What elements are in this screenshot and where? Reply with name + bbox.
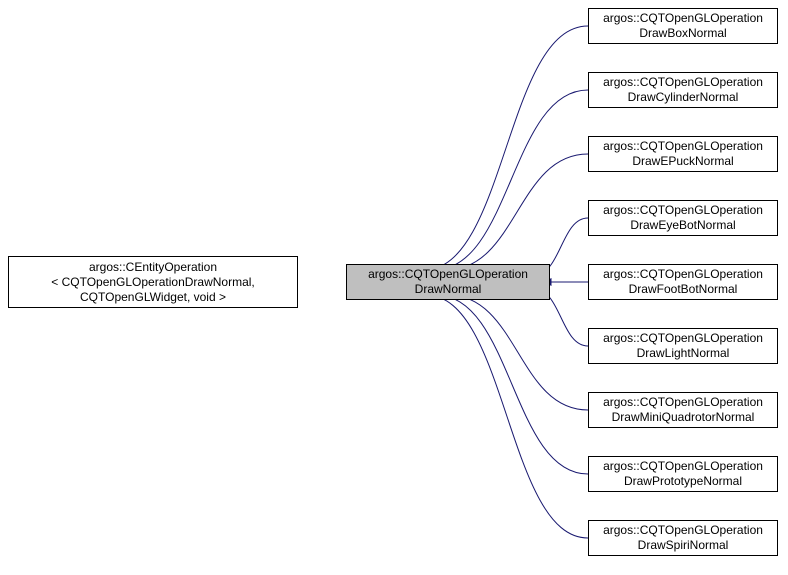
node-label-line: CQTOpenGLWidget, void >: [80, 290, 226, 305]
edge-box-to-center: [424, 26, 588, 270]
node-label-line: argos::CQTOpenGLOperation: [368, 267, 528, 282]
node-spiri: argos::CQTOpenGLOperationDrawSpiriNormal: [588, 520, 778, 556]
node-label-line: < CQTOpenGLOperationDrawNormal,: [51, 275, 255, 290]
node-label-line: DrawLightNormal: [637, 346, 730, 361]
edge-spiri-to-center: [426, 295, 588, 538]
node-label-line: argos::CQTOpenGLOperation: [603, 139, 763, 154]
node-eyebot: argos::CQTOpenGLOperationDrawEyeBotNorma…: [588, 200, 778, 236]
node-label-line: argos::CQTOpenGLOperation: [603, 523, 763, 538]
node-label-line: argos::CQTOpenGLOperation: [603, 331, 763, 346]
node-label-line: DrawBoxNormal: [639, 26, 726, 41]
node-box: argos::CQTOpenGLOperationDrawBoxNormal: [588, 8, 778, 44]
node-proto: argos::CQTOpenGLOperationDrawPrototypeNo…: [588, 456, 778, 492]
edge-epuck-to-center: [446, 154, 588, 270]
edge-miniquad-to-center: [448, 295, 588, 410]
edge-proto-to-center: [436, 295, 588, 474]
node-label-line: DrawFootBotNormal: [629, 282, 738, 297]
node-label-line: argos::CQTOpenGLOperation: [603, 459, 763, 474]
node-light: argos::CQTOpenGLOperationDrawLightNormal: [588, 328, 778, 364]
node-label-line: argos::CQTOpenGLOperation: [603, 11, 763, 26]
node-label-line: DrawEPuckNormal: [632, 154, 733, 169]
node-label-line: DrawNormal: [415, 282, 482, 297]
node-label-line: argos::CQTOpenGLOperation: [603, 75, 763, 90]
node-label-line: argos::CEntityOperation: [89, 260, 217, 275]
node-label-line: argos::CQTOpenGLOperation: [603, 267, 763, 282]
node-label-line: DrawSpiriNormal: [638, 538, 729, 553]
node-miniquad: argos::CQTOpenGLOperationDrawMiniQuadrot…: [588, 392, 778, 428]
node-center: argos::CQTOpenGLOperationDrawNormal: [346, 264, 550, 300]
node-label-line: argos::CQTOpenGLOperation: [603, 203, 763, 218]
node-label-line: DrawPrototypeNormal: [624, 474, 742, 489]
node-epuck: argos::CQTOpenGLOperationDrawEPuckNormal: [588, 136, 778, 172]
node-footbot: argos::CQTOpenGLOperationDrawFootBotNorm…: [588, 264, 778, 300]
node-label-line: DrawMiniQuadrotorNormal: [612, 410, 755, 425]
node-label-line: argos::CQTOpenGLOperation: [603, 395, 763, 410]
node-label-line: DrawCylinderNormal: [628, 90, 739, 105]
node-label-line: DrawEyeBotNormal: [630, 218, 735, 233]
edge-cylinder-to-center: [434, 90, 588, 270]
node-base: argos::CEntityOperation< CQTOpenGLOperat…: [8, 256, 298, 308]
node-cylinder: argos::CQTOpenGLOperationDrawCylinderNor…: [588, 72, 778, 108]
